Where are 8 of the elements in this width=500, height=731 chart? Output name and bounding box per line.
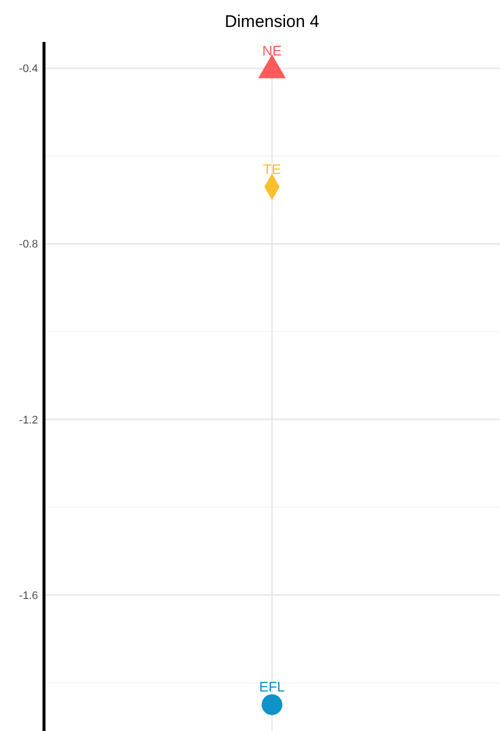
series-label: NE: [262, 42, 282, 58]
chart-title: Dimension 4: [224, 12, 320, 31]
y-tick-label: -0.8: [19, 238, 38, 251]
y-tick-label: -1.6: [19, 590, 38, 602]
series-label: EFL: [259, 678, 286, 695]
series-label: TE: [263, 160, 281, 177]
y-tick-label: -1.2: [19, 414, 38, 426]
y-tick-label: -0.4: [19, 63, 38, 76]
